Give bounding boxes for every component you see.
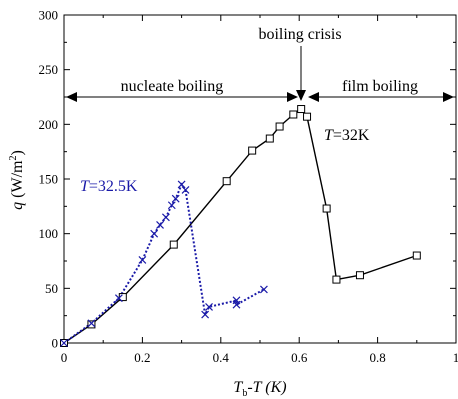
data-point-cross [171, 194, 180, 203]
x-axis-title: Tb-T (K) [233, 379, 286, 399]
boiling-crisis-arrowhead [296, 90, 306, 101]
y-tick-label: 300 [39, 8, 59, 23]
data-point-cross [60, 339, 68, 347]
x-tick-label: 0 [61, 350, 68, 365]
film-arrowhead-right [443, 92, 454, 102]
data-point-cross [205, 302, 213, 311]
curve-32-5k-label: T=32.5K [80, 178, 138, 195]
data-point-square [248, 146, 257, 155]
data-point-square [275, 122, 284, 131]
data-point-cross [232, 300, 241, 309]
y-tick-label: 150 [39, 172, 59, 187]
series-line-32-5k [63, 182, 265, 344]
data-point-cross [161, 213, 170, 222]
y-tick-label: 50 [45, 281, 58, 296]
data-point-square [303, 112, 312, 121]
data-point-square [222, 177, 231, 186]
data-point-square [412, 251, 421, 260]
data-point-cross [177, 180, 186, 189]
data-point-cross [150, 229, 159, 238]
y-tick-label: 100 [39, 226, 59, 241]
nucleate-boiling-label: nucleate boiling [121, 78, 224, 95]
x-tick-label: 0.8 [369, 350, 385, 365]
y-tick-labels: 0 50 100 150 200 250 300 [39, 8, 59, 351]
data-point-cross [201, 310, 210, 319]
y-tick-label: 200 [39, 117, 59, 132]
nucleate-arrowhead-left [66, 92, 77, 102]
data-point-square [289, 110, 298, 119]
series-markers [60, 105, 421, 347]
data-point-cross [87, 319, 96, 328]
curve-32k-label: T=32K [324, 127, 370, 144]
data-point-square [297, 105, 306, 114]
data-point-cross [114, 294, 123, 303]
data-point-square [87, 320, 96, 329]
x-tick-label: 0.6 [291, 350, 308, 365]
nucleate-arrowhead-right [287, 92, 298, 102]
x-tick-label: 0.2 [134, 350, 150, 365]
series-lines [63, 108, 418, 344]
data-point-cross [138, 255, 147, 264]
y-tick-label: 250 [39, 62, 59, 77]
boiling-crisis-label: boiling crisis [258, 26, 341, 43]
data-point-cross [181, 186, 190, 194]
axis-ticks [63, 14, 457, 344]
x-tick-labels: 0 0.2 0.4 0.6 0.8 1 [61, 350, 458, 365]
x-tick-label: 0.4 [213, 350, 230, 365]
data-point-square [169, 240, 178, 249]
y-tick-label: 0 [52, 336, 59, 351]
series-line-32k [63, 108, 418, 344]
data-point-cross [259, 285, 268, 294]
data-point-square [332, 275, 341, 284]
data-point-square [322, 204, 331, 213]
data-point-cross [167, 201, 176, 210]
y-axis-title: q (W/m2) [8, 150, 26, 210]
data-point-square [355, 271, 364, 280]
film-boiling-label: film boiling [342, 78, 418, 95]
film-arrowhead-left [308, 92, 319, 102]
data-point-square [265, 134, 274, 143]
data-point-cross [156, 220, 164, 229]
x-tick-label: 1 [453, 350, 458, 365]
